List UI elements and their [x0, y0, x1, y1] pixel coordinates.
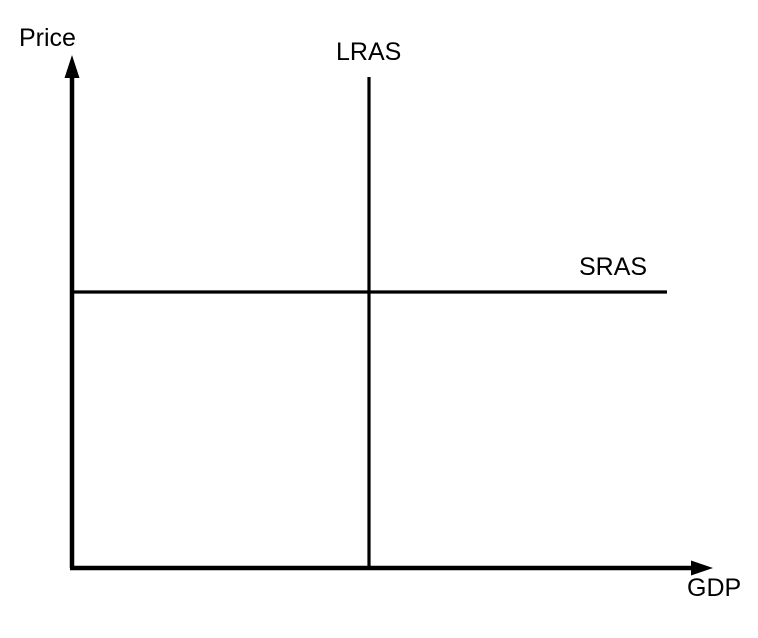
- y-axis-label: Price: [19, 24, 76, 52]
- sras-curve-label: SRAS: [579, 253, 648, 281]
- x-axis-arrowhead-icon: [691, 560, 713, 576]
- x-axis-label: GDP: [687, 574, 742, 602]
- y-axis: [64, 55, 80, 568]
- lras-curve-label: LRAS: [336, 38, 402, 66]
- y-axis-arrowhead-icon: [64, 55, 80, 78]
- x-axis: [70, 560, 713, 576]
